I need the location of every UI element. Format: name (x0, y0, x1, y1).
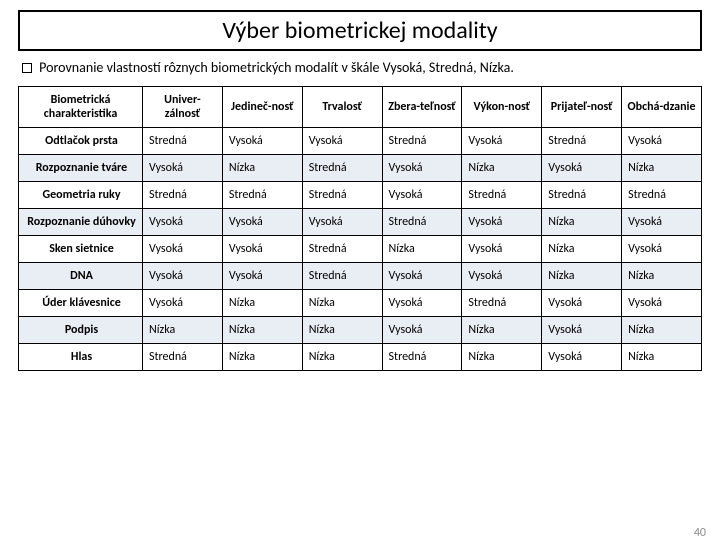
table-row: DNAVysokáVysokáStrednáVysokáVysokáNízkaN… (19, 263, 702, 290)
table-cell: Stredná (143, 128, 223, 155)
slide-title: Výber biometrickej modality (18, 10, 702, 51)
row-header-cell: DNA (19, 263, 143, 290)
table-cell: Stredná (222, 182, 302, 209)
table-cell: Vysoká (462, 236, 542, 263)
table-cell: Nízka (542, 263, 622, 290)
table-cell: Vysoká (622, 236, 702, 263)
table-cell: Nízka (302, 344, 382, 371)
col-uniqueness: Jedineč-nosť (222, 87, 302, 128)
table-cell: Stredná (143, 182, 223, 209)
row-header-cell: Podpis (19, 317, 143, 344)
table-cell: Nízka (143, 317, 223, 344)
table-cell: Vysoká (542, 155, 622, 182)
table-cell: Nízka (302, 290, 382, 317)
table-cell: Nízka (622, 317, 702, 344)
table-cell: Nízka (222, 155, 302, 182)
table-cell: Vysoká (382, 182, 462, 209)
table-cell: Nízka (622, 344, 702, 371)
table-row: HlasStrednáNízkaNízkaStrednáNízkaVysokáN… (19, 344, 702, 371)
table-cell: Nízka (302, 317, 382, 344)
table-cell: Vysoká (143, 236, 223, 263)
table-header-row: Biometrická charakteristika Univer-zálno… (19, 87, 702, 128)
table-cell: Stredná (462, 182, 542, 209)
table-cell: Vysoká (542, 344, 622, 371)
table-cell: Vysoká (302, 209, 382, 236)
page-number: 40 (694, 526, 706, 540)
col-collectability: Zbera-teľnosť (382, 87, 462, 128)
table-cell: Vysoká (302, 128, 382, 155)
subtitle-text: Porovnanie vlastností rôznych biometrick… (39, 59, 514, 76)
table-cell: Stredná (382, 128, 462, 155)
table-cell: Stredná (302, 236, 382, 263)
table-row: Sken sietniceVysokáVysokáStrednáNízkaVys… (19, 236, 702, 263)
table-cell: Vysoká (222, 209, 302, 236)
table-cell: Vysoká (622, 209, 702, 236)
table-cell: Stredná (382, 209, 462, 236)
table-cell: Nízka (622, 155, 702, 182)
table-cell: Stredná (143, 344, 223, 371)
col-circumvention: Obchá-dzanie (622, 87, 702, 128)
table-cell: Vysoká (622, 128, 702, 155)
table-cell: Vysoká (622, 290, 702, 317)
table-cell: Vysoká (143, 290, 223, 317)
table-cell: Vysoká (462, 209, 542, 236)
table-cell: Vysoká (222, 128, 302, 155)
table-cell: Vysoká (222, 236, 302, 263)
table-row: Geometria rukyStrednáStrednáStrednáVysok… (19, 182, 702, 209)
table-cell: Nízka (222, 317, 302, 344)
table-cell: Stredná (302, 182, 382, 209)
table-cell: Stredná (622, 182, 702, 209)
table-cell: Vysoká (382, 155, 462, 182)
table-cell: Stredná (302, 155, 382, 182)
table-cell: Vysoká (222, 263, 302, 290)
slide-subtitle: Porovnanie vlastností rôznych biometrick… (22, 59, 698, 76)
bullet-square-icon (22, 63, 32, 73)
table-cell: Stredná (542, 182, 622, 209)
table-cell: Vysoká (382, 290, 462, 317)
table-cell: Nízka (622, 263, 702, 290)
table-row: Odtlačok prstaStrednáVysokáVysokáStredná… (19, 128, 702, 155)
table-cell: Vysoká (143, 209, 223, 236)
col-universality: Univer-zálnosť (143, 87, 223, 128)
table-cell: Nízka (542, 236, 622, 263)
table-cell: Vysoká (462, 263, 542, 290)
row-header-cell: Hlas (19, 344, 143, 371)
table-row: PodpisNízkaNízkaNízkaVysokáNízkaVysokáNí… (19, 317, 702, 344)
table-cell: Stredná (542, 128, 622, 155)
row-header-cell: Rozpoznanie dúhovky (19, 209, 143, 236)
row-header-cell: Odtlačok prsta (19, 128, 143, 155)
table-cell: Nízka (542, 209, 622, 236)
table-cell: Stredná (382, 344, 462, 371)
table-cell: Vysoká (143, 155, 223, 182)
table-row: Rozpoznanie dúhovkyVysokáVysokáVysokáStr… (19, 209, 702, 236)
table-cell: Stredná (462, 290, 542, 317)
table-cell: Nízka (462, 155, 542, 182)
table-cell: Vysoká (462, 128, 542, 155)
col-permanence: Trvalosť (302, 87, 382, 128)
table-cell: Stredná (302, 263, 382, 290)
table-cell: Nízka (462, 344, 542, 371)
biometrics-table: Biometrická charakteristika Univer-zálno… (18, 86, 702, 371)
table-body: Odtlačok prstaStrednáVysokáVysokáStredná… (19, 128, 702, 371)
row-header-cell: Úder klávesnice (19, 290, 143, 317)
col-acceptability: Prijateľ-nosť (542, 87, 622, 128)
table-cell: Vysoká (542, 317, 622, 344)
table-row: Rozpoznanie tváreVysokáNízkaStrednáVysok… (19, 155, 702, 182)
col-performance: Výkon-nosť (462, 87, 542, 128)
table-row: Úder klávesniceVysokáNízkaNízkaVysokáStr… (19, 290, 702, 317)
row-header-cell: Geometria ruky (19, 182, 143, 209)
table-cell: Nízka (222, 344, 302, 371)
table-cell: Vysoká (542, 290, 622, 317)
table-cell: Vysoká (382, 317, 462, 344)
table-cell: Nízka (382, 236, 462, 263)
row-header-cell: Sken sietnice (19, 236, 143, 263)
table-cell: Vysoká (382, 263, 462, 290)
table-cell: Nízka (462, 317, 542, 344)
table-cell: Nízka (222, 290, 302, 317)
table-cell: Vysoká (143, 263, 223, 290)
col-characteristic: Biometrická charakteristika (19, 87, 143, 128)
row-header-cell: Rozpoznanie tváre (19, 155, 143, 182)
